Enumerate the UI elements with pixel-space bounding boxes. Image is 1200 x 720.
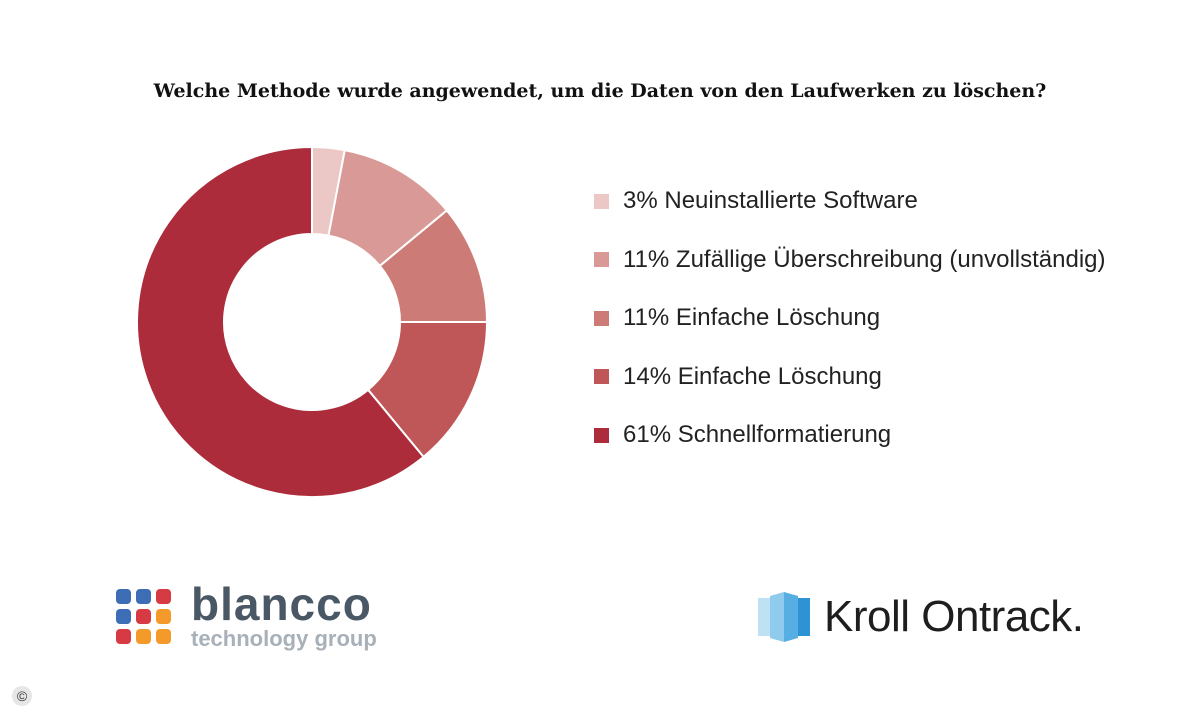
- blancco-logo: blancco technology group: [116, 578, 377, 651]
- chart-legend: 3% Neuinstallierte Software 11% Zufällige…: [594, 186, 1105, 479]
- copyright-badge: ©: [12, 686, 32, 706]
- legend-label: 11% Zufällige Überschreibung (unvollstän…: [623, 245, 1106, 273]
- legend-item: 14% Einfache Löschung: [594, 362, 1105, 392]
- blancco-dot: [116, 628, 131, 644]
- blancco-dot: [116, 608, 131, 624]
- blancco-dot: [136, 608, 151, 624]
- blancco-logo-subtitle: technology group: [191, 626, 377, 651]
- kroll-ontrack-logo: Kroll Ontrack.: [758, 590, 1084, 644]
- blancco-dot: [136, 628, 151, 644]
- legend-label: 61% Schnellformatierung: [623, 421, 892, 448]
- legend-item: 11% Zufällige Überschreibung (unvollstän…: [594, 245, 1105, 275]
- blancco-dots-icon: [116, 588, 171, 644]
- chart-title: Welche Methode wurde angewendet, um die …: [153, 80, 1047, 102]
- legend-swatch: [594, 252, 609, 267]
- donut-slice-4: [136, 145, 425, 498]
- legend-swatch: [594, 427, 609, 443]
- kroll-logo-name: Kroll Ontrack.: [824, 592, 1084, 641]
- legend-label: 14% Einfache Löschung: [623, 362, 882, 390]
- blancco-dot: [136, 588, 151, 604]
- legend-item: 3% Neuinstallierte Software: [594, 186, 1105, 216]
- legend-item: 61% Schnellformatierung: [594, 420, 1105, 450]
- blancco-dot: [156, 588, 171, 604]
- blancco-logo-name: blancco: [191, 578, 372, 630]
- blancco-dot: [156, 608, 171, 624]
- legend-swatch: [594, 193, 609, 209]
- legend-swatch: [594, 369, 609, 384]
- legend-label: 3% Neuinstallierte Software: [623, 187, 918, 214]
- legend-swatch: [594, 310, 609, 326]
- blancco-dot: [156, 628, 171, 644]
- donut-chart: [136, 145, 489, 498]
- blancco-dot: [116, 588, 131, 604]
- kroll-book-icon: [758, 592, 810, 642]
- legend-item: 11% Einfache Löschung: [594, 303, 1105, 333]
- legend-label: 11% Einfache Löschung: [623, 304, 881, 331]
